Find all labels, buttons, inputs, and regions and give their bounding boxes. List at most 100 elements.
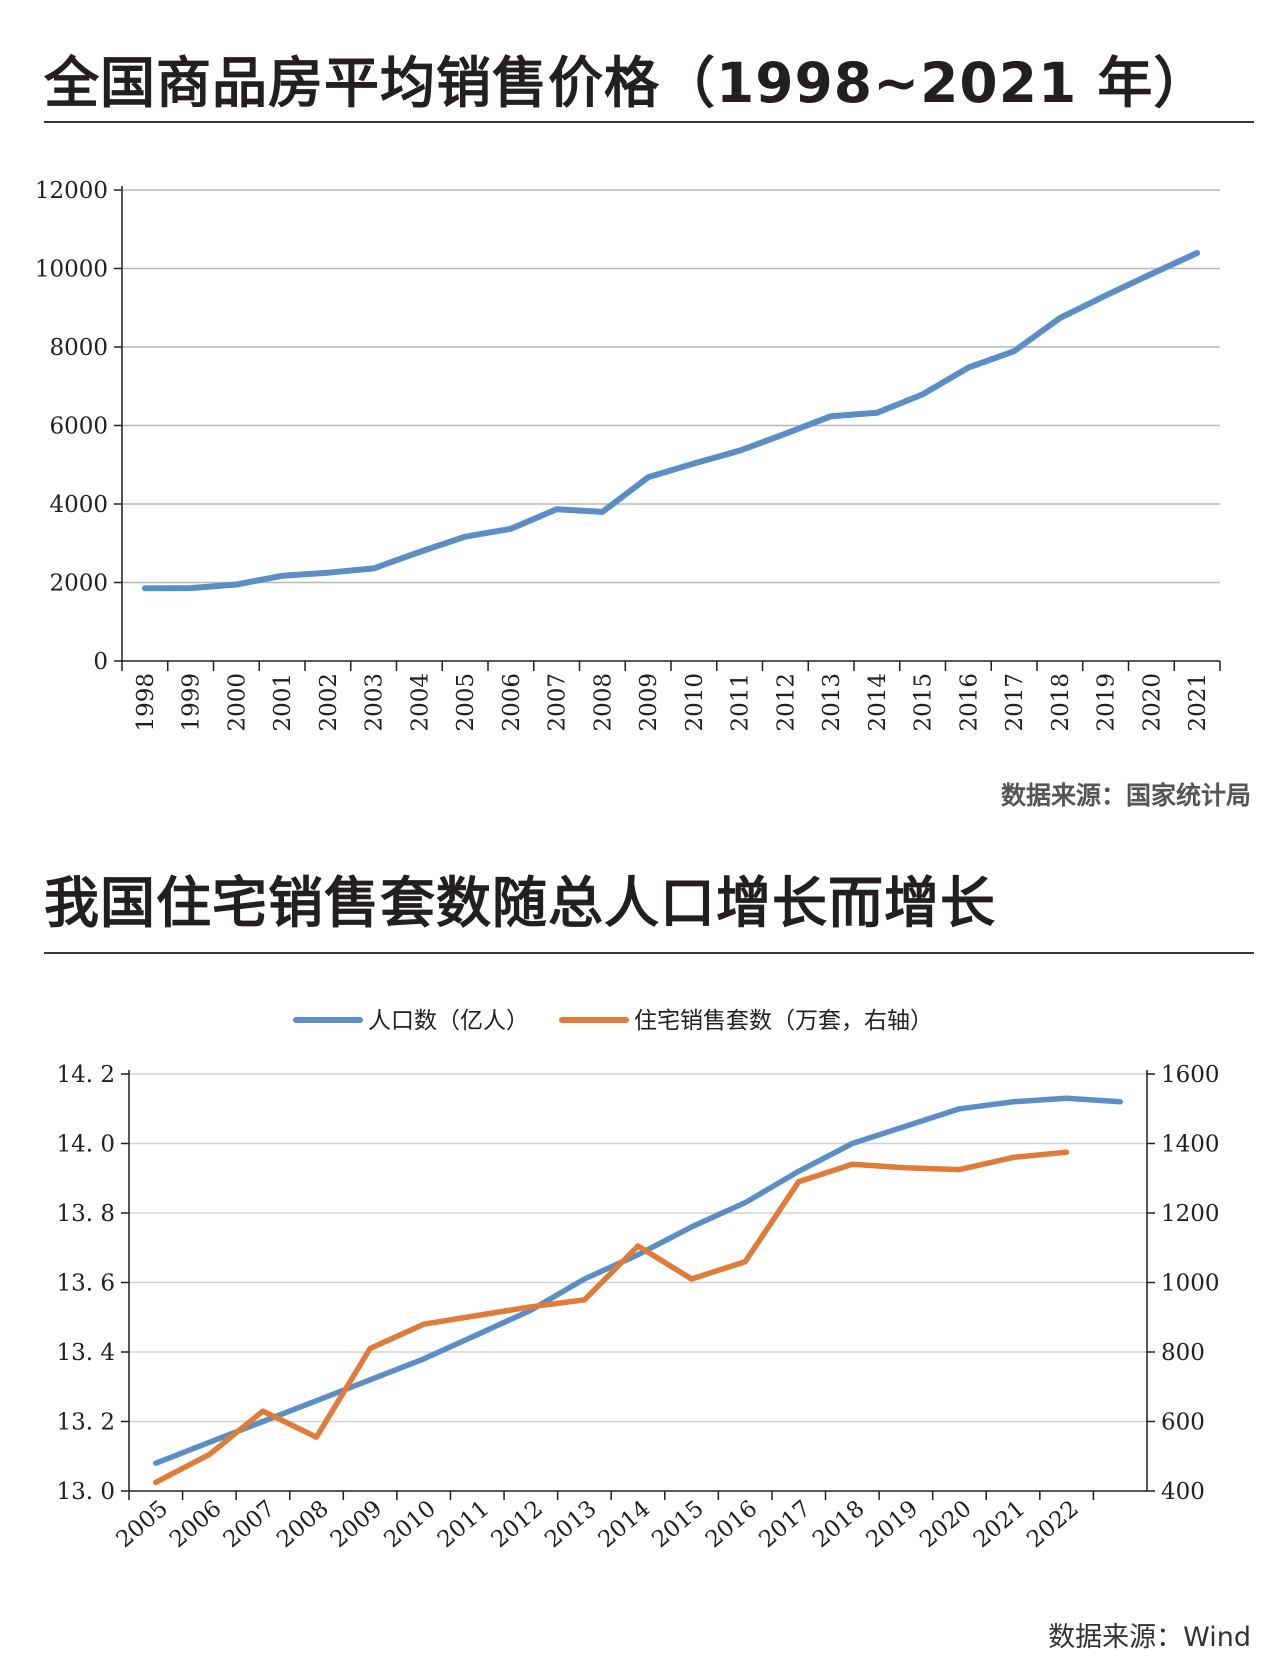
chart1-xtick-label: 2016 <box>956 673 982 732</box>
chart2-xtick-label: 2010 <box>379 1496 441 1554</box>
chart1-data-point <box>554 506 560 512</box>
chart1-data-point <box>691 460 697 467</box>
chart2-population-point <box>635 1252 641 1258</box>
chart2-left-tick-label: 13. 8 <box>56 1201 115 1227</box>
chart2-population-point <box>314 1398 319 1404</box>
chart1-xtick-label: 2021 <box>1185 673 1211 732</box>
chart2-right-tick-label: 400 <box>1161 1479 1205 1505</box>
chart2-xtick-label: 2014 <box>594 1496 656 1554</box>
chart2-sales-point <box>742 1259 748 1265</box>
chart1-xtick-label: 2008 <box>590 673 616 732</box>
chart2-right-tick-label: 1400 <box>1161 1132 1220 1158</box>
chart2-population-point <box>903 1123 909 1129</box>
chart2-xtick-label: 2020 <box>915 1496 977 1554</box>
chart2-right-tick-label: 600 <box>1161 1410 1205 1436</box>
chart1-xtick-label: 2006 <box>499 673 525 732</box>
chart2-xtick-label: 2022 <box>1022 1496 1084 1554</box>
chart2-sales-point <box>903 1165 909 1171</box>
chart1-title-rule <box>44 121 1254 123</box>
chart1-xtick-label: 2009 <box>636 673 662 732</box>
chart2-population-point <box>367 1377 373 1383</box>
chart1-ytick-label: 0 <box>93 649 108 675</box>
chart1-data-point <box>1011 348 1017 354</box>
chart2-left-tick-label: 13. 2 <box>56 1410 115 1436</box>
chart2-population-point <box>582 1276 587 1282</box>
chart2-population-point <box>421 1356 427 1362</box>
chart2-left-tick-label: 13. 4 <box>56 1340 115 1366</box>
chart1-data-point <box>874 410 880 416</box>
chart1-ytick-label: 8000 <box>49 335 108 361</box>
chart1-title: 全国商品房平均销售价格（1998~2021 年） <box>44 51 1210 115</box>
chart1-data-point <box>599 509 605 515</box>
chart2-sales-point <box>314 1434 319 1440</box>
chart2-legend-label: 住宅销售套数（万套，右轴） <box>634 1008 933 1034</box>
chart1-xtick-label: 2004 <box>407 673 433 732</box>
chart2-left-tick-label: 14. 0 <box>56 1132 115 1158</box>
chart2-sales-point <box>474 1313 480 1318</box>
chart2-sales-point <box>635 1243 641 1249</box>
chart1-data-point <box>325 570 331 576</box>
chart1-data-point <box>188 585 194 591</box>
chart2-sales-point <box>421 1321 427 1327</box>
chart2-legend-label: 人口数（亿人） <box>368 1008 529 1034</box>
chart2-xtick-label: 2005 <box>111 1496 173 1554</box>
chart1-xtick-label: 2000 <box>224 673 250 732</box>
chart1-xtick-label: 2020 <box>1139 673 1165 732</box>
chart2-source: 数据来源：Wind <box>1048 1622 1251 1653</box>
chart2-xtick-label: 2008 <box>272 1496 334 1554</box>
chart2-population-point <box>957 1106 962 1112</box>
chart1-series-line <box>141 250 1201 592</box>
chart2-sales-point <box>849 1161 855 1167</box>
chart2-right-tick-label: 800 <box>1161 1340 1205 1366</box>
chart1-xtick-label: 2011 <box>728 673 754 732</box>
chart1-data-point <box>371 565 377 572</box>
chart1-ytick-label: 4000 <box>49 492 108 518</box>
chart2-population-point <box>849 1141 855 1146</box>
chart1-xtick-label: 2002 <box>316 673 342 732</box>
chart2-sales-point <box>260 1408 266 1414</box>
chart2-title: 我国住宅销售套数随总人口增长而增长 <box>44 871 997 935</box>
chart2-xtick-label: 2009 <box>326 1496 388 1554</box>
chart2-sales-point <box>1064 1149 1070 1155</box>
chart2-xtick-label: 2011 <box>433 1496 495 1554</box>
chart2-xtick-label: 2018 <box>808 1496 870 1554</box>
chart2-xtick-label: 2017 <box>754 1496 816 1554</box>
chart2-population-line <box>153 1095 1123 1466</box>
chart1-data-point <box>782 431 788 437</box>
chart2-xtick-label: 2006 <box>165 1496 227 1554</box>
chart2-population-point <box>474 1332 480 1338</box>
chart1-xtick-label: 2005 <box>453 673 479 732</box>
chart1-data-point <box>233 581 239 588</box>
chart2-left-tick-label: 13. 0 <box>56 1479 115 1505</box>
chart2-sales-point <box>1010 1155 1016 1160</box>
chart1-data-point <box>508 526 514 532</box>
chart1-xtick-label: 2019 <box>1094 673 1120 732</box>
chart2-sales-point <box>367 1346 373 1351</box>
chart1-data-point <box>737 448 743 454</box>
chart1-data-point <box>828 413 834 419</box>
chart2-population-point <box>260 1419 266 1424</box>
chart1-data-point <box>1148 271 1154 277</box>
chart1-data-point <box>965 364 971 371</box>
chart2-xtick-label: 2019 <box>862 1496 924 1554</box>
chart2-xtick-label: 2012 <box>487 1496 549 1554</box>
chart2-xtick-label: 2021 <box>969 1496 1031 1554</box>
chart2-left-tick-label: 14. 2 <box>56 1062 115 1088</box>
chart2-sales-point <box>206 1452 212 1457</box>
chart2-sales-point <box>528 1304 534 1310</box>
chart1-xtick-label: 2001 <box>270 673 296 732</box>
chart1-xtick-label: 1998 <box>133 673 159 732</box>
chart2-population-point <box>153 1460 159 1466</box>
chart2-title-rule <box>44 952 1254 954</box>
chart2-right-tick-label: 1000 <box>1161 1271 1220 1297</box>
chart2-population-point <box>742 1200 748 1205</box>
chart2-population-point <box>796 1168 802 1174</box>
chart1-data-point <box>279 573 285 579</box>
chart2-sales-point <box>796 1179 802 1185</box>
chart1-xtick-label: 2012 <box>773 673 799 732</box>
chart2-right-tick-label: 1600 <box>1161 1062 1220 1088</box>
chart2-sales-point <box>582 1297 587 1303</box>
chart1-data-point <box>645 474 651 480</box>
chart2-xtick-label: 2016 <box>701 1496 763 1554</box>
